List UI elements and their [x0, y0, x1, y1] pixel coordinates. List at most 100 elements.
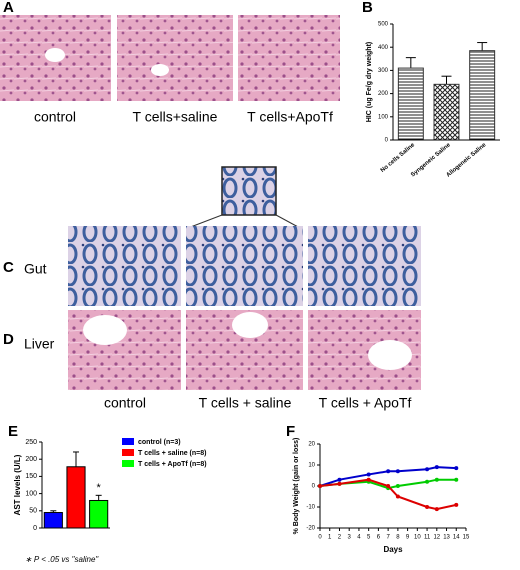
series-marker: [337, 481, 342, 486]
histology-vessel: [83, 315, 127, 345]
annotation: *: [97, 482, 102, 494]
series-marker: [434, 507, 439, 512]
y-axis-label: AST levels (U/L): [13, 454, 22, 515]
y-tick-label: 200: [378, 91, 389, 97]
histology-image: [308, 226, 421, 306]
image-caption: T cells+ApoTf: [247, 109, 333, 125]
y-tick-label: 200: [25, 456, 37, 463]
series-marker: [434, 477, 439, 482]
image-caption: T cells + saline: [199, 395, 292, 411]
x-tick-label: 1: [328, 535, 332, 541]
y-axis-label: HIC (ug Fe/g dry weight): [366, 42, 373, 123]
inset-connector: [187, 214, 301, 229]
series-marker: [337, 477, 342, 482]
series-marker: [386, 484, 391, 488]
series-marker: [425, 467, 430, 472]
x-tick-label: 5: [367, 535, 371, 541]
bar: [397, 67, 424, 141]
x-tick-label: 7: [386, 535, 390, 541]
y-axis-label: % Body Weight (gain or loss): [293, 438, 300, 535]
row-label: Gut: [24, 261, 47, 277]
histology-image: [186, 226, 303, 306]
histology-image: [238, 15, 340, 101]
row-label: Liver: [24, 336, 55, 352]
series-marker: [395, 469, 400, 474]
bar: [43, 512, 63, 529]
y-tick-label: 100: [378, 114, 389, 120]
series-marker: [386, 469, 391, 474]
series-marker: [454, 502, 459, 507]
x-tick-label: 8: [396, 535, 400, 541]
x-tick-label: 3: [348, 535, 352, 541]
series-marker: [366, 477, 371, 482]
series-marker: [454, 477, 459, 482]
histology-vessel: [368, 340, 412, 370]
x-tick-label: 0: [318, 535, 322, 541]
bar: [66, 466, 86, 529]
y-tick-label: 10: [308, 463, 315, 469]
panel-label: F: [286, 423, 295, 440]
x-tick-label: 4: [357, 535, 361, 541]
legend-label: T cells + ApoTf (n=8): [138, 461, 207, 468]
panel-label: A: [3, 0, 14, 16]
y-tick-label: 50: [29, 508, 37, 515]
x-tick-label: 10: [414, 535, 421, 541]
x-tick-label: 9: [406, 535, 410, 541]
image-caption: control: [104, 395, 146, 411]
y-tick-label: 0: [385, 138, 389, 144]
y-tick-label: -20: [306, 526, 315, 532]
x-tick-label: Allogeneic Saline: [446, 142, 488, 179]
x-tick-label: 13: [443, 535, 450, 541]
legend-label: T cells + saline (n=8): [138, 450, 206, 457]
x-tick-label: 6: [377, 535, 381, 541]
y-tick-label: 300: [378, 68, 389, 74]
panel-label: C: [3, 259, 14, 276]
image-caption: T cells + ApoTf: [319, 395, 412, 411]
image-caption: control: [34, 109, 76, 125]
x-tick-label: 2: [338, 535, 342, 541]
legend-swatch: [122, 438, 134, 445]
panel-label: B: [362, 0, 373, 16]
panel-label: D: [3, 331, 14, 348]
series-marker: [366, 472, 371, 477]
y-tick-label: 150: [25, 473, 37, 480]
x-axis-label: Days: [383, 545, 403, 554]
panel-label: E: [8, 423, 18, 440]
image-caption: T cells+saline: [133, 109, 218, 125]
bar: [433, 83, 460, 141]
x-tick-label: 12: [433, 535, 440, 541]
series-marker: [395, 484, 400, 488]
histology-vessel: [151, 64, 169, 76]
y-tick-label: 500: [378, 22, 389, 28]
series-marker: [395, 494, 400, 499]
histology-image: [68, 310, 181, 390]
y-tick-label: 0: [33, 525, 37, 532]
legend-label: control (n=3): [138, 439, 181, 446]
y-tick-label: -10: [306, 505, 315, 511]
series-marker: [454, 466, 459, 471]
histology-vessel: [232, 312, 268, 338]
y-tick-label: 100: [25, 490, 37, 497]
y-tick-label: 400: [378, 45, 389, 51]
y-tick-label: 250: [25, 439, 37, 446]
y-tick-label: 0: [312, 484, 316, 490]
legend-swatch: [122, 460, 134, 467]
histology-image: [117, 15, 233, 101]
x-tick-label: No cells Saline: [380, 142, 417, 174]
histology-image: [68, 226, 181, 306]
series-marker: [434, 465, 439, 470]
inset-image: [221, 166, 277, 216]
series-marker: [425, 505, 430, 509]
histology-vessel: [45, 48, 65, 62]
bar: [469, 50, 496, 141]
x-tick-label: 15: [463, 535, 470, 541]
footnote: ∗ P < .05 vs "saline": [25, 555, 99, 564]
series-marker: [318, 484, 322, 488]
bar: [89, 499, 109, 529]
legend-swatch: [122, 449, 134, 456]
x-tick-label: 14: [453, 535, 460, 541]
series-marker: [425, 479, 430, 484]
y-tick-label: 20: [308, 442, 315, 448]
x-tick-label: 11: [424, 535, 431, 541]
